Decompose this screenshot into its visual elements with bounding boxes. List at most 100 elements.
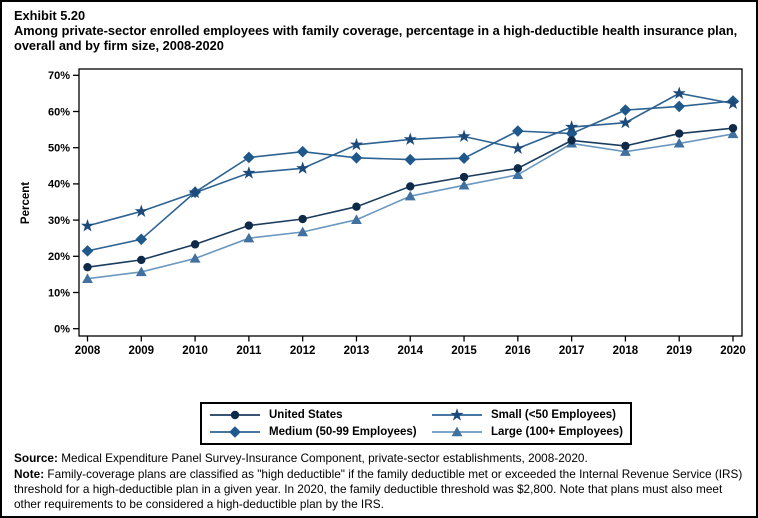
x-tick-label: 2015 bbox=[451, 345, 477, 357]
triangle-marker-icon bbox=[512, 169, 524, 180]
legend-item: Small (<50 Employees) bbox=[432, 407, 624, 423]
y-tick-label: 50% bbox=[48, 143, 70, 155]
x-tick-label: 2011 bbox=[236, 345, 262, 357]
legend-label: Medium (50-99 Employees) bbox=[269, 426, 417, 438]
triangle-marker-icon bbox=[135, 266, 147, 277]
triangle-marker-icon bbox=[458, 179, 470, 190]
diamond-marker-icon bbox=[296, 145, 309, 158]
note-label: Note: bbox=[14, 467, 45, 481]
triangle-marker-icon bbox=[727, 128, 739, 139]
triangle-marker-icon bbox=[620, 146, 631, 156]
x-tick-label: 2010 bbox=[182, 345, 208, 357]
circle-marker-icon bbox=[190, 240, 200, 249]
legend-item: Large (100+ Employees) bbox=[432, 424, 624, 440]
star-marker-icon bbox=[188, 185, 202, 199]
exhibit-number: Exhibit 5.20 bbox=[14, 8, 86, 23]
circle-marker-icon bbox=[675, 129, 684, 138]
triangle-legend-icon bbox=[432, 426, 482, 437]
source-note: Source: Medical Expenditure Panel Survey… bbox=[14, 451, 752, 465]
star-marker-icon bbox=[726, 96, 740, 110]
star-marker-icon bbox=[565, 120, 579, 133]
y-tick-label: 40% bbox=[48, 179, 70, 191]
legend-label: Large (100+ Employees) bbox=[491, 426, 623, 438]
source-text: Medical Expenditure Panel Survey-Insuran… bbox=[57, 451, 588, 465]
star-marker-icon bbox=[672, 86, 686, 99]
triangle-marker-icon bbox=[451, 426, 463, 437]
x-tick-label: 2018 bbox=[613, 345, 639, 357]
star-marker-icon bbox=[242, 166, 256, 179]
y-tick-label: 0% bbox=[54, 324, 70, 336]
diamond-legend-icon bbox=[210, 426, 260, 438]
triangle-marker-icon bbox=[243, 232, 255, 243]
circle-marker-icon bbox=[567, 136, 576, 145]
circle-marker-icon bbox=[137, 255, 146, 265]
source-label: Source: bbox=[14, 451, 58, 465]
triangle-marker-icon bbox=[82, 273, 93, 283]
x-tick-label: 2009 bbox=[128, 345, 154, 357]
y-tick-label: 60% bbox=[48, 106, 70, 118]
diamond-marker-icon bbox=[458, 152, 470, 164]
star-marker-icon bbox=[403, 132, 417, 145]
note-text: Family-coverage plans are classified as … bbox=[14, 467, 743, 512]
x-tick-label: 2008 bbox=[75, 345, 101, 357]
diamond-marker-icon bbox=[619, 104, 632, 116]
circle-marker-icon bbox=[406, 182, 415, 191]
x-tick-label: 2016 bbox=[505, 345, 531, 357]
triangle-marker-icon bbox=[673, 137, 685, 148]
chart-header: Exhibit 5.20 Among private-sector enroll… bbox=[14, 8, 754, 53]
triangle-marker-icon bbox=[189, 253, 201, 263]
y-tick-label: 30% bbox=[48, 215, 70, 227]
legend-item: Medium (50-99 Employees) bbox=[210, 424, 432, 440]
x-tick-label: 2020 bbox=[720, 345, 746, 357]
circle-marker-icon bbox=[352, 202, 361, 211]
circle-marker-icon bbox=[459, 172, 469, 182]
legend-label: United States bbox=[269, 409, 343, 421]
star-marker-icon bbox=[296, 161, 310, 174]
circle-marker-icon bbox=[230, 410, 240, 420]
line-chart: 0% 10% 20% 30% 40% 50% 60% 70% 2008 2009 2010 2011 2… bbox=[20, 68, 746, 357]
x-tick-label: 2012 bbox=[290, 345, 316, 357]
triangle-marker-icon bbox=[297, 226, 309, 237]
star-marker-icon bbox=[457, 129, 471, 143]
diamond-marker-icon bbox=[565, 127, 578, 140]
triangle-marker-icon bbox=[351, 214, 362, 224]
diamond-marker-icon bbox=[243, 151, 255, 164]
series-line bbox=[87, 100, 734, 252]
diamond-marker-icon bbox=[81, 245, 94, 257]
circle-marker-icon bbox=[244, 221, 254, 230]
chart-legend: United States Small (<50 Employees) Medium… bbox=[200, 402, 632, 445]
diamond-marker-icon bbox=[350, 152, 363, 164]
circle-marker-icon bbox=[83, 262, 92, 272]
diamond-marker-icon bbox=[135, 233, 148, 246]
x-tick-label: 2019 bbox=[666, 345, 692, 357]
circle-marker-icon bbox=[728, 123, 738, 133]
y-axis-title: Percent bbox=[20, 182, 32, 224]
diamond-marker-icon bbox=[229, 426, 241, 438]
star-marker-icon bbox=[134, 204, 148, 217]
circle-marker-icon bbox=[621, 141, 630, 151]
diamond-marker-icon bbox=[404, 153, 417, 166]
diamond-marker-icon bbox=[512, 125, 524, 137]
triangle-marker-icon bbox=[404, 190, 416, 201]
circle-marker-icon bbox=[298, 214, 307, 224]
y-tick-label: 20% bbox=[48, 251, 70, 263]
star-marker-icon bbox=[349, 137, 364, 151]
circle-legend-icon bbox=[210, 410, 260, 420]
diamond-marker-icon bbox=[673, 100, 686, 113]
star-marker-icon bbox=[511, 141, 525, 155]
x-tick-label: 2014 bbox=[397, 345, 423, 357]
star-marker-icon bbox=[618, 115, 632, 129]
y-tick-label: 70% bbox=[48, 70, 70, 82]
circle-marker-icon bbox=[513, 164, 523, 173]
methodology-note: Note: Family-coverage plans are classifi… bbox=[14, 467, 750, 513]
x-tick-label: 2017 bbox=[559, 345, 585, 357]
legend-label: Small (<50 Employees) bbox=[491, 409, 616, 421]
star-marker-icon bbox=[80, 218, 95, 232]
star-legend-icon bbox=[432, 408, 482, 421]
y-tick-label: 10% bbox=[48, 287, 70, 299]
legend-item: United States bbox=[210, 407, 432, 423]
x-tick-label: 2013 bbox=[344, 345, 370, 357]
star-marker-icon bbox=[450, 408, 464, 421]
page-title: Among private-sector enrolled employees … bbox=[14, 23, 738, 53]
